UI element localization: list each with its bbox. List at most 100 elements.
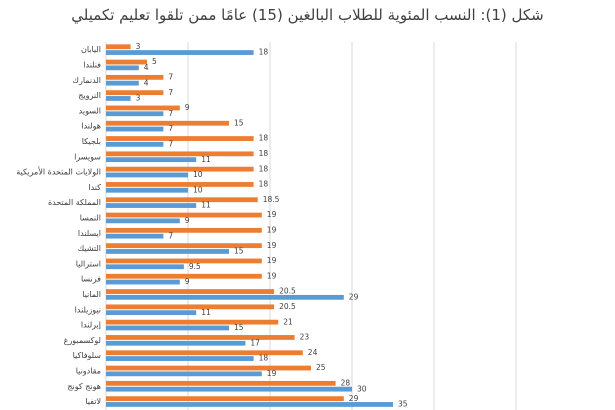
bar: [106, 44, 131, 50]
bar: [106, 249, 229, 254]
data-label: 17: [250, 338, 260, 347]
bar: [106, 310, 197, 316]
category-label: اليابان: [81, 45, 101, 54]
bar: [106, 264, 184, 270]
category-label: السويد: [79, 106, 101, 115]
data-label: 19: [267, 241, 277, 250]
data-label: 18: [259, 164, 269, 173]
data-label: 5: [152, 57, 157, 66]
data-label: 11: [201, 308, 211, 317]
data-label: 35: [398, 400, 408, 409]
data-label: 19: [267, 225, 277, 234]
category-label: الدنمارك: [72, 76, 101, 85]
bar: [106, 157, 197, 163]
data-label: 25: [316, 363, 326, 372]
data-label: 20.5: [279, 287, 296, 296]
category-label: استراليا: [76, 259, 101, 268]
data-label: 20.5: [279, 302, 296, 311]
bar: [106, 187, 188, 193]
category-label: التشيك: [78, 244, 101, 253]
data-label: 18: [259, 354, 269, 363]
category-label: هونج كونج: [67, 382, 101, 391]
bar: [106, 304, 275, 310]
bar: [106, 294, 344, 300]
category-label: النرويج: [78, 91, 101, 100]
grid-layer: [105, 42, 517, 410]
data-label: 18: [259, 134, 269, 143]
data-label: 19: [267, 369, 277, 378]
data-label: 21: [283, 317, 293, 326]
chart-title: شكل (1): النسب المئوية للطلاب البالغين (…: [71, 6, 544, 24]
bar: [106, 350, 303, 356]
data-label: 19: [267, 271, 277, 280]
bar: [106, 80, 139, 86]
bar: [106, 335, 295, 340]
bar: [106, 50, 254, 55]
data-label: 29: [349, 394, 359, 403]
bar: [106, 136, 254, 141]
data-label: 4: [144, 63, 149, 72]
bar: [106, 141, 164, 147]
bar: [106, 279, 180, 285]
data-label: 7: [168, 72, 173, 81]
bar: [106, 203, 197, 208]
data-label: 10: [193, 185, 203, 194]
category-label: هولندا: [81, 122, 101, 131]
bar: [106, 120, 229, 126]
category-label: الولايات المتحدة الأمريكية: [16, 167, 101, 177]
data-label: 30: [357, 384, 367, 393]
category-label: نيوزيلندا: [75, 305, 101, 314]
bar: [106, 386, 352, 392]
data-label: 3: [136, 94, 141, 103]
data-label: 15: [234, 118, 244, 127]
data-label: 15: [234, 247, 244, 256]
data-label: 18: [259, 48, 269, 57]
data-label: 11: [201, 155, 211, 164]
bar: [106, 212, 262, 218]
bar: [106, 218, 180, 224]
category-label: النمسا: [80, 213, 101, 222]
category-label: المانيا: [82, 290, 101, 299]
bar: [106, 65, 139, 71]
bar: [106, 96, 131, 101]
category-label: مقادونيا: [76, 366, 101, 375]
category-label: لوكسمبورغ: [64, 336, 101, 345]
bar: [106, 111, 164, 117]
bar: [106, 258, 262, 264]
category-label: بلجيكا: [82, 137, 101, 146]
bar: [106, 151, 254, 157]
data-label: 28: [341, 378, 351, 387]
data-label: 24: [308, 348, 318, 357]
data-label: 7: [168, 231, 173, 240]
data-label: 4: [144, 78, 149, 87]
category-label: إيرلندا: [81, 321, 101, 331]
data-label: 7: [168, 88, 173, 97]
data-label: 3: [136, 42, 141, 51]
data-label: 18.5: [263, 195, 280, 204]
bar: [106, 356, 254, 361]
bar: [106, 243, 262, 249]
data-label: 9: [185, 103, 190, 112]
category-label: لاتفيا: [85, 397, 101, 406]
data-label: 7: [168, 124, 173, 133]
bar: [106, 402, 393, 407]
data-label: 23: [300, 333, 310, 342]
data-label: 7: [168, 139, 173, 148]
bar: [106, 90, 164, 96]
bar: [106, 126, 164, 132]
category-label: كندا: [88, 183, 101, 192]
data-label: 18: [259, 149, 269, 158]
category-label: فنلندا: [83, 60, 101, 69]
bar: [106, 227, 262, 233]
category-label: المملكة المتحدة: [48, 198, 101, 207]
bar: [106, 319, 279, 325]
data-label: 9: [185, 216, 190, 225]
bar: [106, 166, 254, 172]
data-label: 9: [185, 277, 190, 286]
bar: [106, 340, 246, 346]
data-label: 19: [267, 210, 277, 219]
bar: [106, 105, 180, 111]
bar: [106, 325, 229, 331]
